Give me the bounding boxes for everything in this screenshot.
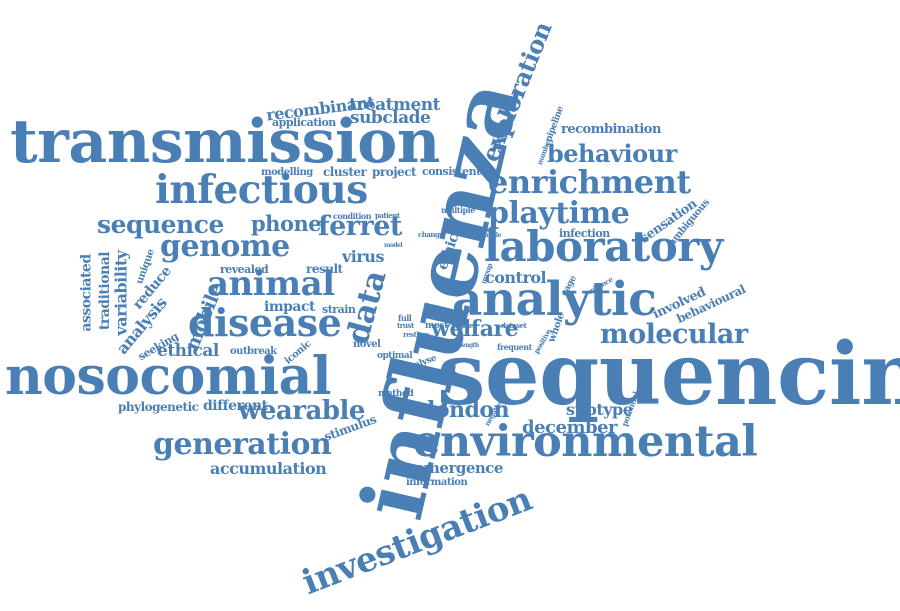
word-information: information <box>406 477 468 488</box>
word-london: london <box>427 397 510 423</box>
word-impact: impact <box>264 299 315 315</box>
word-patient: patient <box>375 211 400 220</box>
word-environmental: environmental <box>413 417 758 467</box>
word-result: result <box>306 262 343 276</box>
word-outbreak: outbreak <box>230 346 277 357</box>
word-modelling: modelling <box>261 167 313 178</box>
word-dataset: dataset <box>501 321 527 330</box>
word-treatment: treatment <box>349 95 441 115</box>
word-sequencing: sequencing <box>437 324 900 425</box>
word-virus: virus <box>342 247 384 266</box>
word-transmission: transmission <box>10 107 440 177</box>
word-trust: trust <box>397 321 414 330</box>
word-optimal: optimal <box>377 351 413 361</box>
word-frequent: frequent <box>497 342 532 352</box>
word-nosocomial: nosocomial <box>5 346 332 407</box>
word-genome: genome <box>160 229 290 264</box>
word-novel: novel <box>353 339 381 350</box>
word-revealed: revealed <box>220 263 269 276</box>
word-phylogenetic: phylogenetic <box>118 400 199 414</box>
word-subclade: subclade <box>350 108 431 128</box>
word-emergence: emergence <box>415 459 503 477</box>
word-most: most <box>425 321 448 331</box>
word-condition: condition <box>333 211 372 221</box>
word-laboratory: laboratory <box>484 222 723 271</box>
word-behaviour: behaviour <box>547 139 677 168</box>
word-model: model <box>384 242 403 249</box>
word-length: length <box>460 342 479 349</box>
word-full: full <box>398 313 412 323</box>
word-subtype: subtype <box>566 400 633 419</box>
word-awake: awake <box>451 321 473 330</box>
word-infection: infection <box>559 227 610 240</box>
word-strain: strain <box>322 303 356 316</box>
word-animal: animal <box>207 264 335 304</box>
word-playtime: playtime <box>488 196 630 231</box>
word-analytic: analytic <box>452 272 657 327</box>
word-cluster: cluster <box>323 165 367 179</box>
word-method: method <box>378 389 414 399</box>
word-associated: associated <box>78 254 95 332</box>
word-recombination: recombination <box>561 122 661 137</box>
word-wearable: wearable <box>238 396 365 426</box>
word-application: application <box>272 116 336 129</box>
word-december: december <box>522 417 618 438</box>
word-sequence: sequence <box>97 210 224 239</box>
word-infectious: infectious <box>155 167 368 213</box>
word-accumulation: accumulation <box>210 459 327 478</box>
word-generation: generation <box>153 427 332 462</box>
word-molecular: molecular <box>600 319 748 350</box>
word-welfare: welfare <box>431 316 519 342</box>
word-disease: disease <box>188 300 342 345</box>
word-variability: variability <box>111 250 131 336</box>
word-traditional: traditional <box>97 251 114 331</box>
word-different: different <box>203 398 268 414</box>
word-change: change <box>418 230 444 239</box>
word-consistent: consistent <box>422 165 481 178</box>
word-control: control <box>485 268 547 287</box>
word-ethical: ethical <box>157 341 219 361</box>
word-restless: restless <box>403 330 430 339</box>
word-ferret: ferret <box>318 211 402 242</box>
word-sample: sample <box>480 232 501 239</box>
word-multiple: multiple <box>441 205 475 215</box>
word-phone: phone <box>251 211 322 236</box>
word-project: project <box>372 165 417 179</box>
word-enrichment: enrichment <box>488 163 691 201</box>
